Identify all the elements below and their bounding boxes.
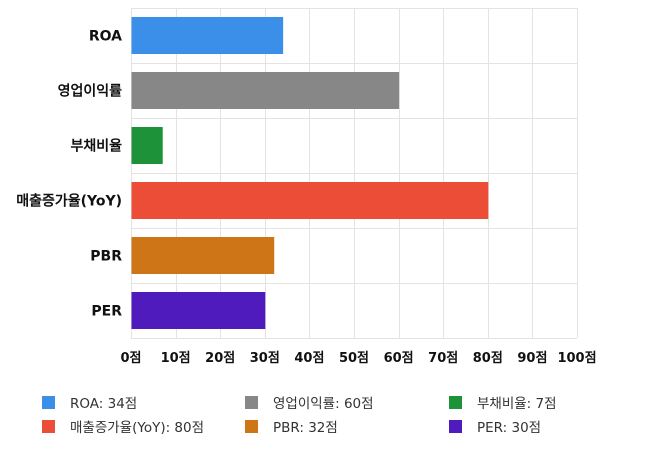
x-tick-label: 50점: [339, 351, 369, 366]
x-tick-label: 30점: [250, 351, 280, 366]
legend-label: 부채비율: 7점: [477, 396, 557, 412]
legend-label: PER: 30점: [477, 420, 542, 436]
x-tick-label: 0점: [120, 351, 141, 366]
y-tick-label: 부채비율: [70, 138, 122, 155]
legend-item: ROA: 34점: [42, 392, 137, 412]
legend-item: 영업이익률: 60점: [245, 392, 374, 412]
legend-item: PBR: 32점: [245, 416, 338, 436]
y-tick-label: 영업이익률: [58, 83, 123, 100]
x-axis-tick-labels: 0점 10점 20점 30점 40점 50점 60점 70점 80점 90점 100점: [120, 351, 596, 366]
y-tick-label: 매출증가율(YoY): [16, 193, 122, 210]
x-tick-label: 10점: [161, 351, 191, 366]
x-tick-label: 100점: [557, 351, 596, 366]
bar: [131, 182, 489, 219]
bar: [131, 72, 400, 109]
bar: [131, 292, 266, 329]
x-tick-label: 70점: [428, 351, 458, 366]
x-tick-label: 90점: [517, 351, 547, 366]
x-tick-label: 20점: [205, 351, 235, 366]
legend-swatch: [449, 419, 462, 433]
legend-swatch: [42, 419, 55, 433]
legend-label: 영업이익률: 60점: [273, 396, 374, 412]
legend-label: ROA: 34점: [70, 396, 138, 412]
y-tick-label: PER: [91, 304, 122, 320]
y-tick-label: PBR: [90, 249, 122, 265]
legend-swatch: [245, 419, 258, 433]
legend-swatch: [42, 395, 55, 409]
bars: [131, 17, 489, 329]
legend-swatch: [245, 395, 258, 409]
bar: [131, 237, 275, 274]
x-tick-label: 80점: [473, 351, 503, 366]
legend-item: 매출증가율(YoY): 80점: [42, 416, 204, 436]
legend-swatch: [449, 395, 462, 409]
y-tick-label: ROA: [89, 29, 122, 45]
legend-item: PER: 30점: [449, 416, 541, 436]
grid-lines: [131, 8, 578, 339]
legend-label: PBR: 32점: [273, 420, 338, 436]
bar: [131, 17, 284, 54]
bar: [131, 127, 163, 164]
legend-item: 부채비율: 7점: [449, 392, 557, 412]
legend-label: 매출증가율(YoY): 80점: [70, 420, 205, 436]
x-tick-label: 40점: [294, 351, 324, 366]
x-tick-label: 60점: [384, 351, 414, 366]
